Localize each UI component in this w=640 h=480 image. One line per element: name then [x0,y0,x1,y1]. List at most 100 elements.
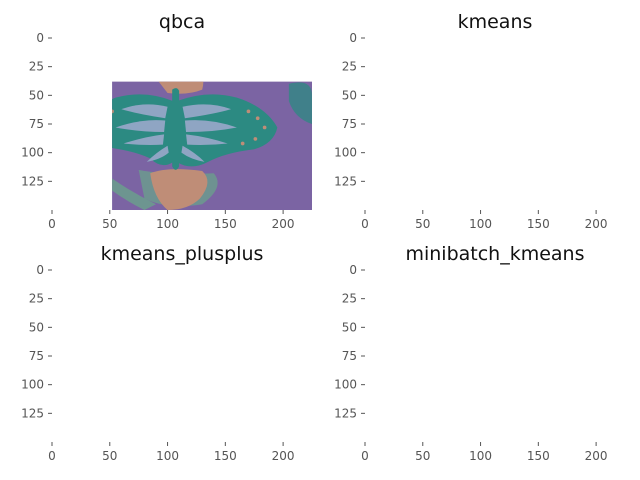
wing-cell [121,336,167,350]
x-tick-label: 50 [102,449,117,463]
region-top-left [52,38,88,130]
y-tick-label: 75 [342,349,357,363]
subplot-panel: kmeans_plusplus 0 50 100 150 200 0 25 50 75 100 125 [21,243,312,463]
wing-spot [419,139,423,143]
background-region [365,38,625,210]
y-tick-label: 0 [349,263,357,277]
wing-cell [460,378,482,394]
y-tick-label: 25 [29,292,44,306]
butterfly-body [485,88,492,170]
wing-cell [115,120,166,133]
wing-cell [494,146,517,162]
wing-cell [434,336,480,350]
wing-spot [96,358,100,362]
wing-cell [437,134,477,145]
wing-cell [124,366,164,377]
flower-top [469,297,516,325]
subplot-image [365,38,625,210]
flower-top [158,81,204,94]
x-tick-label: 0 [361,449,369,463]
region-top-right [596,270,625,310]
wing-spot [409,126,413,130]
flower-bottom [150,169,208,210]
left-wing [397,326,486,397]
flower-top [156,297,203,325]
wing-spot [246,109,251,114]
subplot-title: kmeans_plusplus [101,243,264,265]
stem-region [112,178,156,210]
subplot-title: qbca [159,11,205,33]
wing-spot [262,125,267,130]
x-tick-label: 150 [527,449,550,463]
flower-bottom [463,401,520,442]
wing-spot [110,342,114,346]
subplot-panel: qbca 0 50 100 150 200 0 25 50 75 100 125 [21,11,312,231]
butterfly-body [485,320,492,402]
wing-cell [429,352,479,364]
x-tick-label: 100 [156,217,179,231]
wing-spot [94,135,98,139]
subplot-panel: minibatch_kmeans 0 50 100 150 200 0 25 50 75 100 12… [334,243,625,463]
left-wing [397,94,486,165]
wing-spot [240,141,245,146]
wing-spot [554,374,558,378]
wing-spot [407,135,411,139]
wing-cell [182,104,232,119]
region-top-left [52,270,139,373]
background-region [52,270,312,442]
wing-spot [569,348,573,352]
wing-cell [121,104,168,119]
wing-cell [498,352,550,364]
wing-spot [96,126,100,130]
wing-cell [496,104,545,118]
x-tick-label: 200 [585,217,608,231]
subplot-image [52,38,312,210]
butterfly-body [172,88,180,170]
wing-cell [498,120,550,132]
x-tick-label: 200 [272,449,295,463]
wing-spot [407,367,411,371]
wing-cell [460,146,482,162]
right-wing [490,326,591,398]
y-tick-label: 75 [342,117,357,131]
region-bottom-left [52,164,81,210]
wing-spot [253,137,258,141]
y-tick-label: 50 [29,88,44,102]
x-tick-label: 100 [156,449,179,463]
y-tick-label: 0 [349,31,357,45]
wing-spot [103,116,107,120]
wing-cell [499,366,541,377]
wing-spot [567,369,571,373]
y-tick-label: 100 [21,378,44,392]
y-tick-label: 25 [29,60,44,74]
wing-cell [116,352,166,364]
y-tick-label: 50 [342,320,357,334]
x-tick-label: 0 [48,217,56,231]
y-tick-label: 75 [29,117,44,131]
wing-cell [186,366,228,377]
wing-spot [560,110,564,114]
wing-cell [494,378,517,394]
y-tick-label: 125 [21,406,44,420]
x-tick-label: 0 [48,449,56,463]
y-tick-label: 125 [334,406,357,420]
wing-spot [94,367,98,371]
wing-spot [255,116,260,121]
y-tick-label: 25 [342,60,357,74]
wing-spot [554,142,558,146]
region-bottom-left [52,408,104,442]
y-tick-label: 125 [21,174,44,188]
wing-spot [567,137,571,141]
x-tick-label: 50 [102,217,117,231]
butterfly-body [172,320,179,402]
x-tick-label: 150 [527,217,550,231]
y-tick-label: 100 [334,378,357,392]
region-top-left [365,270,452,373]
subplot-title: minibatch_kmeans [405,243,584,265]
x-tick-label: 100 [469,217,492,231]
region-top-right [283,270,312,310]
wing-cell [434,104,480,118]
wing-spot [254,369,258,373]
region-top-right [596,38,625,78]
